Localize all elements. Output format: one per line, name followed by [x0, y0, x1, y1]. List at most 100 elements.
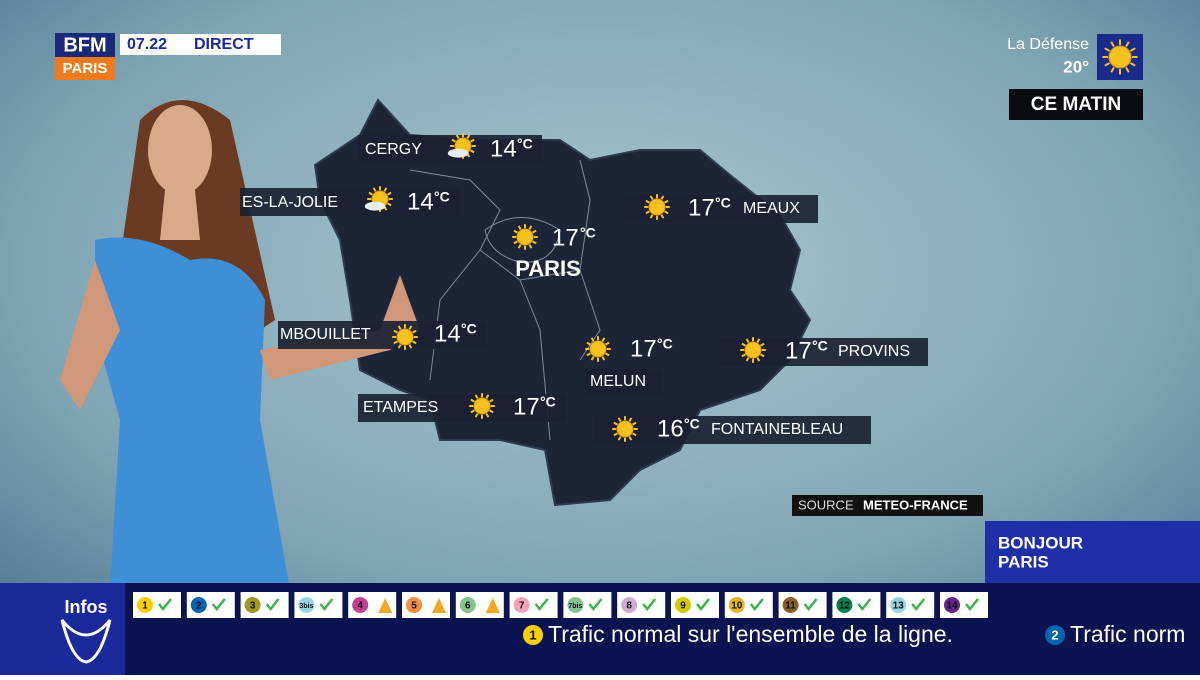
sun-ray	[485, 413, 490, 418]
ticker-badge	[523, 625, 543, 645]
sun-ray	[617, 436, 622, 441]
metro-line-badge	[621, 597, 638, 613]
presenter	[60, 100, 420, 675]
temp-unit: °C	[715, 195, 731, 211]
sun	[516, 228, 534, 246]
show-title: PARIS	[998, 552, 1049, 571]
sun-ray	[470, 409, 475, 414]
city-name: MEAUX	[743, 200, 800, 217]
metro-line-number: 2	[196, 601, 202, 612]
weather-icon	[364, 186, 393, 212]
sun-ray	[645, 199, 650, 204]
metro-line-badge	[406, 597, 422, 613]
source-name: METEO-FRANCE	[863, 497, 968, 512]
city-name: ETAMPES	[363, 399, 438, 416]
warning-icon	[485, 598, 500, 613]
city-label-box	[593, 416, 871, 444]
city-temp: 17	[513, 393, 540, 420]
sun	[1108, 45, 1132, 69]
sun-ray	[470, 138, 475, 143]
sun-ray	[628, 436, 633, 441]
source-label: SOURCE	[798, 497, 854, 512]
metro-line-badge	[890, 597, 907, 613]
sun-ray	[489, 409, 494, 414]
ticker-text: Trafic normal sur l'ensemble de la ligne…	[548, 621, 953, 647]
weather-icon	[512, 224, 538, 250]
city-temp: 14	[434, 320, 461, 347]
sun-ray	[528, 244, 533, 249]
sun-ray	[513, 229, 518, 234]
sun-ray	[528, 225, 533, 230]
sun	[616, 420, 634, 438]
show-title: BONJOUR	[998, 533, 1083, 552]
sun-ray	[455, 134, 460, 139]
sun-ray	[474, 394, 479, 399]
source-box	[792, 495, 983, 516]
check-icon	[211, 598, 226, 612]
weather-icon	[447, 133, 476, 159]
metro-line-badge	[298, 597, 315, 613]
metro-line-badge	[782, 597, 799, 613]
metro-line-number: 14	[946, 601, 958, 612]
metro-line-badge	[190, 597, 207, 613]
ticker-text: Trafic norm	[1070, 621, 1185, 647]
sun-ray	[613, 421, 618, 426]
city-name: ES-LA-JOLIE	[242, 194, 338, 211]
corner-place: La Défense	[1007, 36, 1089, 53]
check-icon	[696, 598, 710, 612]
sun-ray	[605, 352, 610, 357]
weather-icon	[612, 416, 638, 442]
metro-line-badge	[352, 597, 369, 613]
sun-ray	[745, 357, 750, 362]
city-name: PARIS	[515, 256, 581, 281]
city-temp: 17	[785, 337, 812, 364]
sun-ray	[1110, 66, 1115, 73]
sun-ray	[649, 195, 654, 200]
metro-line-number: 12	[839, 601, 851, 612]
check-icon	[911, 598, 926, 612]
weather-icon	[585, 336, 611, 362]
cloud	[364, 201, 386, 211]
weather-icon	[469, 393, 495, 419]
check-icon	[642, 598, 657, 612]
sun-ray	[397, 325, 402, 330]
sun-ray	[586, 341, 591, 346]
city-temp: 17	[630, 335, 657, 362]
sun-ray	[760, 353, 765, 358]
city-temp: 17	[552, 224, 579, 251]
metro-line-badge	[836, 597, 853, 613]
sun-ray	[489, 398, 494, 403]
check-icon	[534, 598, 549, 612]
sun-ray	[741, 353, 746, 358]
metro-line-number: 1	[142, 601, 148, 612]
city-temp: 14	[490, 135, 517, 162]
weather-icon	[740, 337, 766, 363]
sun-ray	[601, 337, 606, 342]
sun-ray	[649, 214, 654, 219]
sun-ray	[517, 225, 522, 230]
sun-ray	[470, 398, 475, 403]
time-box	[120, 34, 281, 55]
sun-ray	[368, 191, 373, 196]
sun-ray	[408, 325, 413, 330]
sun-ray	[664, 210, 669, 215]
metro-line-badge	[675, 597, 691, 613]
sun-ray	[590, 337, 595, 342]
temp-unit: °C	[434, 189, 450, 205]
city-name: FONTAINEBLEAU	[711, 421, 843, 438]
weather-icon	[392, 324, 418, 350]
city-temp: 17	[688, 194, 715, 221]
sun-ray	[517, 244, 522, 249]
city-name: CERGY	[365, 141, 422, 158]
sun-ray	[601, 356, 606, 361]
sun-ray	[412, 340, 417, 345]
sun-ray	[383, 187, 388, 192]
sun	[473, 397, 491, 415]
temp-unit: °C	[517, 136, 533, 152]
cloud	[447, 148, 469, 158]
infos-box	[0, 583, 125, 675]
sun-ray	[1129, 62, 1136, 67]
period-box	[1009, 89, 1143, 120]
sun-ray	[632, 421, 637, 426]
sun-ray	[613, 432, 618, 437]
